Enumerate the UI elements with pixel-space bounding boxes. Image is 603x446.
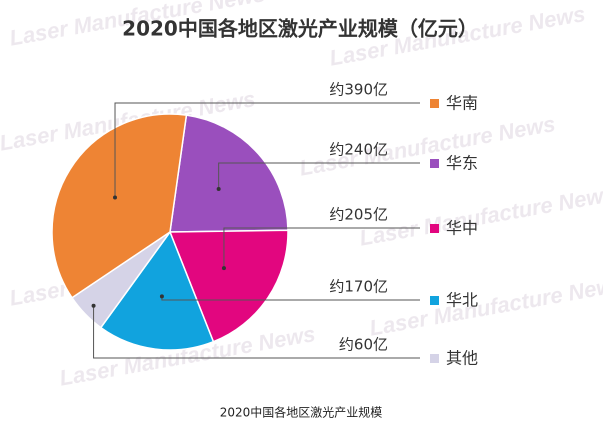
data-label: 约170亿: [329, 278, 388, 296]
legend-label: 华南: [446, 94, 478, 113]
legend-label: 华东: [446, 154, 478, 173]
legend-label: 华中: [446, 219, 478, 238]
pie-slice: [99, 230, 215, 351]
leader-line: [93, 305, 420, 359]
leader-dot: [221, 266, 226, 271]
leader-dot: [216, 187, 221, 192]
pie-slice: [169, 114, 289, 233]
legend-swatch: [430, 99, 439, 108]
legend-swatch: [430, 296, 439, 305]
caption: 2020中国各地区激光产业规模: [220, 405, 383, 420]
pie-slice: [51, 113, 188, 299]
data-label: 约60亿: [339, 336, 388, 354]
leader-line: [114, 102, 420, 198]
legend-swatch: [430, 224, 439, 233]
data-label: 约390亿: [329, 81, 388, 99]
data-label: 约205亿: [329, 206, 388, 224]
legend-label: 华北: [446, 291, 478, 310]
leader-line: [223, 227, 420, 269]
pie-slice: [168, 229, 289, 343]
legend-swatch: [430, 159, 439, 168]
legend-label: 其他: [446, 349, 478, 368]
leader-dot: [113, 195, 118, 200]
leader-line: [218, 162, 420, 190]
data-label: 约240亿: [329, 141, 388, 159]
chart-title: 2020中国各地区激光产业规模（亿元）: [122, 17, 478, 41]
leader-dot: [91, 303, 96, 308]
legend-swatch: [430, 354, 439, 363]
leader-dot: [159, 294, 164, 299]
